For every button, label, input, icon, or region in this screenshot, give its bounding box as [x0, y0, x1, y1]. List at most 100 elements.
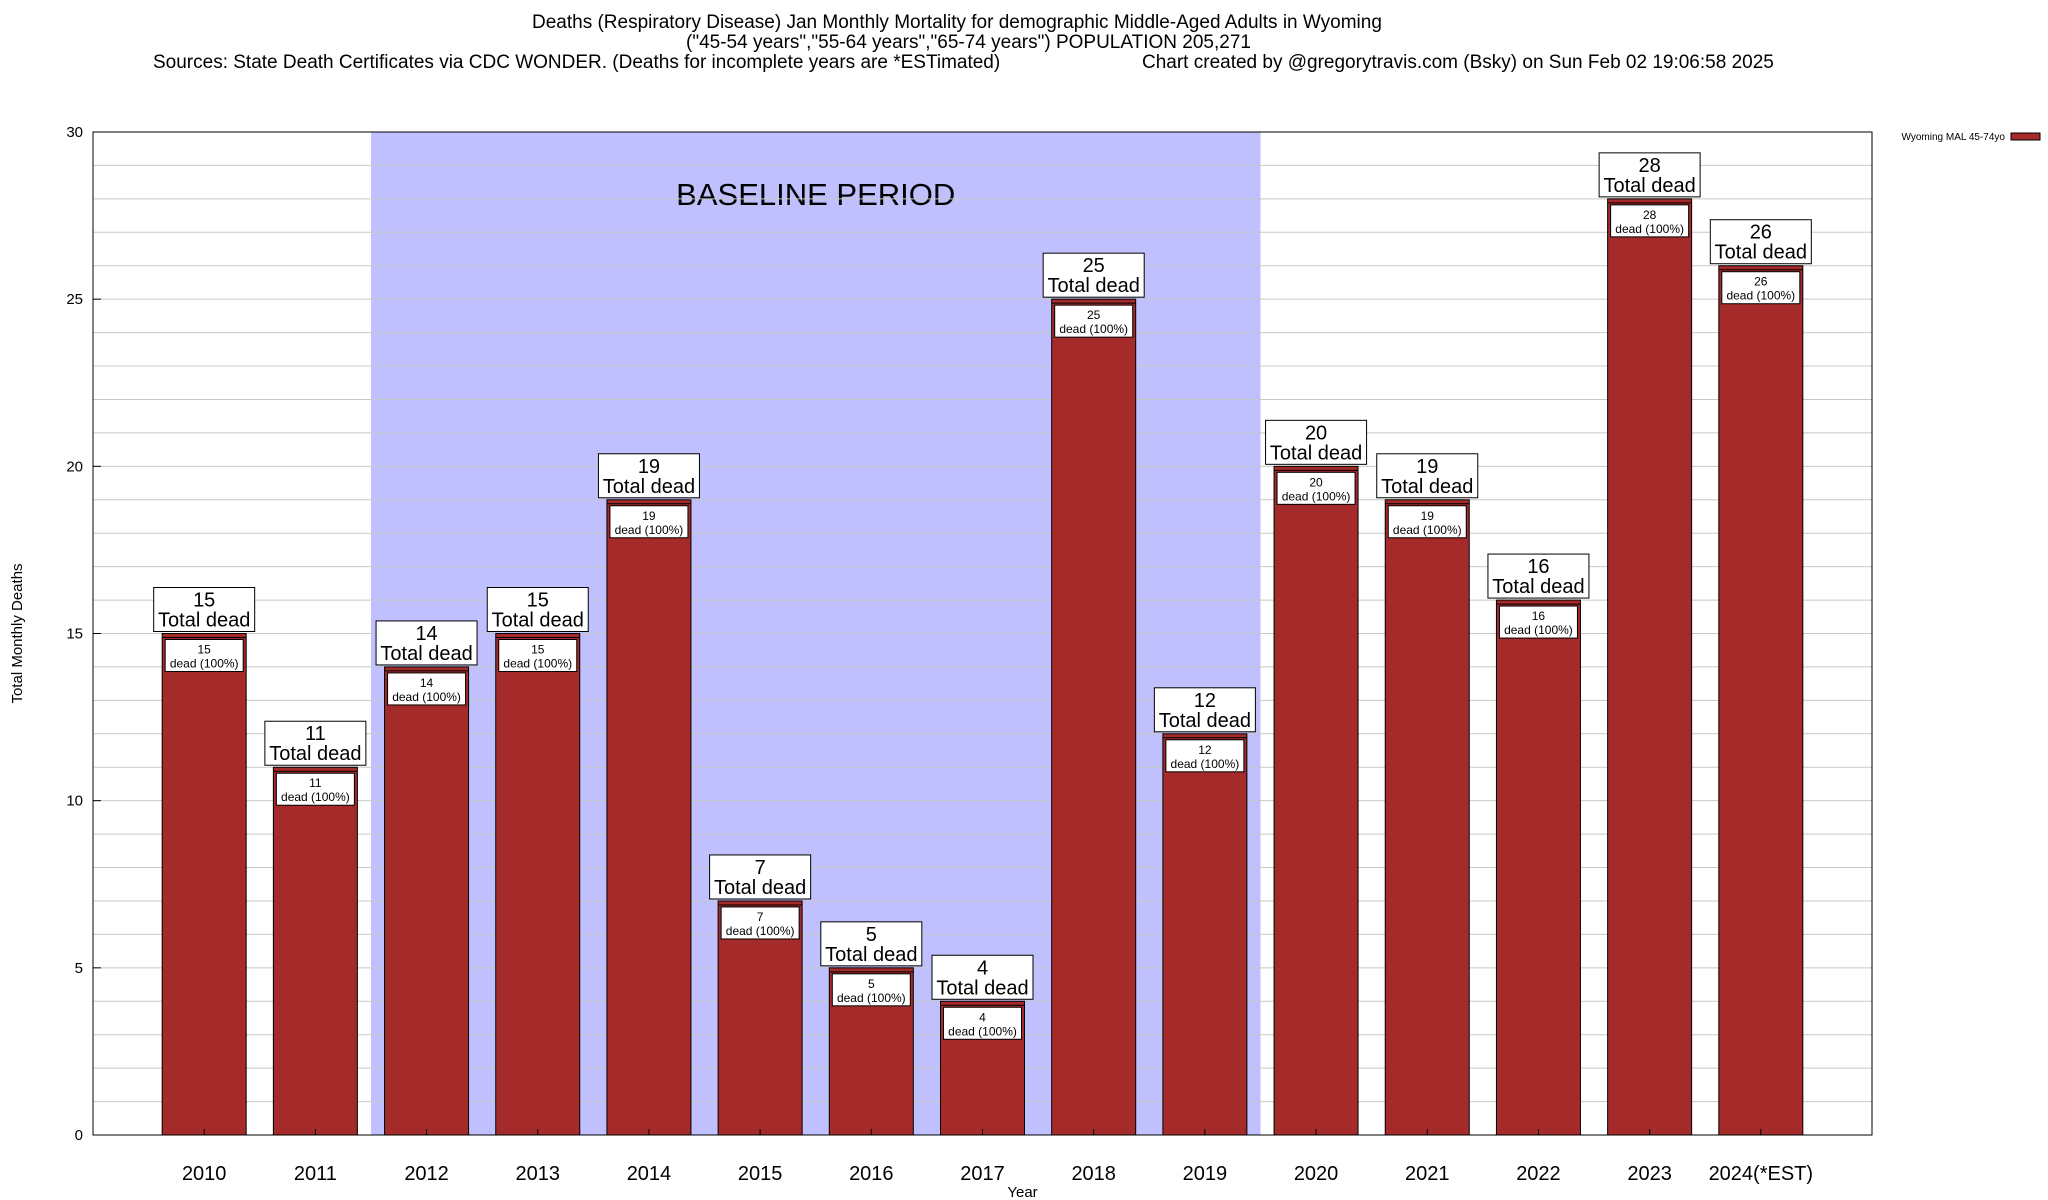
inner-label-box — [1054, 304, 1134, 338]
inner-label-value: 7 — [757, 910, 764, 924]
bar-2014 — [606, 499, 692, 1136]
y-tick-label: 15 — [66, 626, 83, 643]
inner-label-box — [1387, 505, 1467, 539]
inner-label-box — [609, 505, 689, 539]
y-axis-label: Total Monthly Deaths — [9, 563, 26, 703]
total-label-text: Total dead — [1492, 576, 1584, 598]
bar-2018 — [1051, 298, 1137, 1136]
total-label-box — [820, 921, 923, 967]
total-label-value: 7 — [755, 857, 766, 879]
bar-2020 — [1273, 465, 1359, 1136]
inner-label-value: 11 — [309, 776, 322, 790]
total-label-box — [486, 587, 589, 632]
inner-label-value: 12 — [1198, 743, 1212, 757]
inner-label-value: 15 — [531, 643, 545, 657]
total-label-text: Total dead — [825, 944, 917, 966]
bar-2022 — [1495, 599, 1581, 1136]
inner-label-box — [1165, 739, 1245, 773]
chart-credit: Chart created by @gregorytravis.com (Bsk… — [1142, 52, 1774, 73]
chart-subtitle: ("45-54 years","55-64 years","65-74 year… — [686, 32, 1251, 53]
total-label-value: 15 — [527, 590, 549, 612]
x-axis-label: Year — [1007, 1184, 1037, 1200]
y-tick-label: 30 — [66, 124, 83, 141]
inner-label-box — [498, 639, 578, 672]
inner-label-box — [1721, 271, 1801, 305]
inner-label-text: dead (100%) — [170, 657, 239, 671]
total-label-text: Total dead — [1381, 476, 1473, 498]
x-tick-label: 2016 — [849, 1163, 894, 1185]
y-tick-label: 5 — [75, 960, 83, 977]
y-tick-label: 20 — [66, 458, 83, 475]
total-label-text: Total dead — [1159, 710, 1251, 732]
total-label-value: 14 — [415, 623, 437, 645]
total-label-box — [931, 954, 1034, 1000]
total-label-text: Total dead — [158, 610, 250, 632]
inner-label-value: 26 — [1754, 275, 1768, 289]
total-label-text: Total dead — [1603, 175, 1695, 197]
total-label-value: 26 — [1750, 222, 1772, 244]
inner-label-value: 4 — [979, 1010, 986, 1024]
inner-label-text: dead (100%) — [1504, 623, 1573, 637]
total-label-text: Total dead — [1048, 275, 1140, 297]
total-label-value: 11 — [305, 723, 326, 745]
bar-2019 — [1162, 733, 1248, 1136]
inner-label-box — [1498, 605, 1578, 639]
inner-label-box — [1610, 204, 1690, 238]
inner-label-text: dead (100%) — [1171, 757, 1240, 771]
legend-label: Wyoming MAL 45-74yo — [1902, 132, 2006, 143]
inner-label-text: dead (100%) — [948, 1024, 1017, 1038]
total-label-value: 28 — [1639, 155, 1661, 177]
total-label-value: 20 — [1305, 422, 1327, 444]
total-label-text: Total dead — [1270, 442, 1362, 464]
total-label-text: Total dead — [714, 877, 806, 899]
total-label-box — [1376, 453, 1479, 499]
bar-2024(*EST) — [1718, 265, 1804, 1136]
inner-label-box — [1276, 471, 1356, 505]
total-label-box — [1487, 553, 1590, 599]
total-label-value: 4 — [977, 957, 988, 979]
inner-label-text: dead (100%) — [1615, 222, 1684, 236]
x-tick-label: 2018 — [1071, 1163, 1116, 1185]
bar-2012 — [384, 666, 470, 1136]
inner-label-value: 25 — [1087, 308, 1101, 322]
inner-label-box — [387, 672, 467, 706]
x-tick-label: 2010 — [182, 1163, 227, 1185]
total-label-text: Total dead — [380, 643, 472, 665]
total-label-box — [1709, 219, 1812, 265]
total-label-box — [709, 854, 812, 900]
baseline-label: BASELINE PERIOD — [676, 177, 955, 212]
y-tick-label: 10 — [66, 793, 83, 810]
x-tick-label: 2012 — [404, 1163, 449, 1185]
total-label-box — [597, 453, 700, 499]
inner-label-value: 20 — [1309, 475, 1323, 489]
inner-label-text: dead (100%) — [503, 657, 572, 671]
total-label-value: 25 — [1083, 255, 1105, 277]
x-tick-label: 2021 — [1405, 1163, 1450, 1185]
x-tick-label: 2022 — [1516, 1163, 1561, 1185]
inner-label-value: 19 — [642, 509, 656, 523]
inner-label-box — [164, 639, 244, 672]
inner-label-text: dead (100%) — [1282, 489, 1351, 503]
total-label-value: 19 — [638, 456, 660, 478]
x-tick-label: 2014 — [627, 1163, 672, 1185]
bar-2021 — [1384, 499, 1470, 1136]
bar-2011 — [272, 766, 358, 1136]
inner-label-text: dead (100%) — [615, 523, 684, 537]
inner-label-value: 15 — [198, 643, 212, 657]
bar-2015 — [717, 900, 803, 1136]
total-label-box — [1598, 152, 1701, 198]
x-tick-label: 2019 — [1183, 1163, 1228, 1185]
total-label-text: Total dead — [269, 743, 361, 765]
bar-2013 — [495, 633, 581, 1136]
inner-label-text: dead (100%) — [281, 790, 350, 804]
x-tick-label: 2020 — [1294, 1163, 1339, 1185]
x-tick-label: 2015 — [738, 1163, 783, 1185]
inner-label-box — [943, 1006, 1022, 1040]
total-label-box — [153, 587, 256, 632]
total-label-text: Total dead — [936, 977, 1028, 999]
inner-label-text: dead (100%) — [726, 924, 795, 938]
total-label-text: Total dead — [492, 610, 584, 632]
total-label-box — [375, 620, 478, 666]
bar-2023 — [1607, 198, 1693, 1136]
